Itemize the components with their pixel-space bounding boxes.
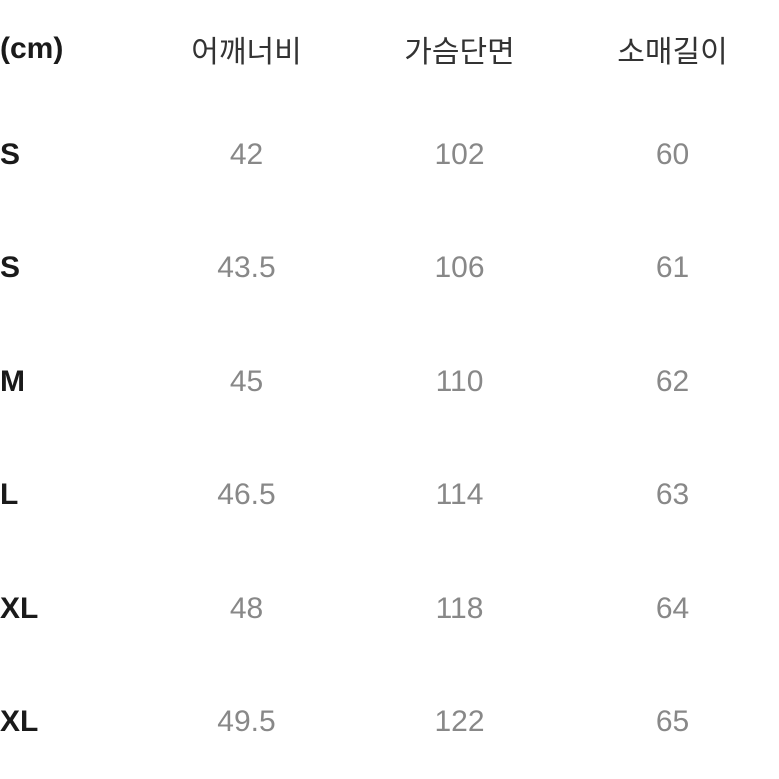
- column-header: 어깨너비: [140, 0, 353, 98]
- data-cell: 42: [140, 98, 353, 212]
- table-row: XL 49.5 122 65: [0, 666, 779, 779]
- data-cell: 49.5: [140, 666, 353, 779]
- data-cell: 114: [353, 439, 566, 553]
- size-label-cell: L: [0, 439, 140, 553]
- table-header-row: (cm) 어깨너비 가슴단면 소매길이: [0, 0, 779, 98]
- data-cell: 118: [353, 552, 566, 666]
- data-cell: 106: [353, 212, 566, 326]
- data-cell: 60: [566, 98, 779, 212]
- table-row: S 43.5 106 61: [0, 212, 779, 326]
- table-row: XL 48 118 64: [0, 552, 779, 666]
- table-row: L 46.5 114 63: [0, 439, 779, 553]
- data-cell: 63: [566, 439, 779, 553]
- data-cell: 64: [566, 552, 779, 666]
- size-table-container: (cm) 어깨너비 가슴단면 소매길이 S 42 102 60 S 43.5 1…: [0, 0, 779, 779]
- data-cell: 110: [353, 325, 566, 439]
- data-cell: 61: [566, 212, 779, 326]
- size-label-cell: XL: [0, 666, 140, 779]
- table-row: M 45 110 62: [0, 325, 779, 439]
- data-cell: 62: [566, 325, 779, 439]
- size-label-cell: XL: [0, 552, 140, 666]
- data-cell: 122: [353, 666, 566, 779]
- data-cell: 65: [566, 666, 779, 779]
- size-label-cell: S: [0, 98, 140, 212]
- size-header-cell: (cm): [0, 0, 140, 98]
- data-cell: 48: [140, 552, 353, 666]
- size-table: (cm) 어깨너비 가슴단면 소매길이 S 42 102 60 S 43.5 1…: [0, 0, 779, 779]
- size-label-cell: M: [0, 325, 140, 439]
- column-header: 가슴단면: [353, 0, 566, 98]
- data-cell: 43.5: [140, 212, 353, 326]
- data-cell: 45: [140, 325, 353, 439]
- table-row: S 42 102 60: [0, 98, 779, 212]
- size-label-cell: S: [0, 212, 140, 326]
- data-cell: 102: [353, 98, 566, 212]
- data-cell: 46.5: [140, 439, 353, 553]
- column-header: 소매길이: [566, 0, 779, 98]
